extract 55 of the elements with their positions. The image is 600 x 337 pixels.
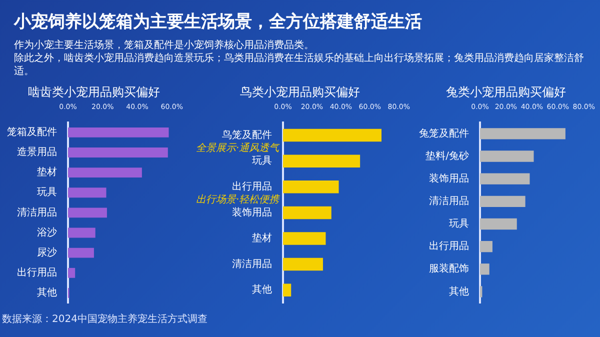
y-tick-label: 尿沙 bbox=[37, 246, 57, 258]
bar bbox=[283, 128, 382, 142]
y-tick-label: 装饰用品 bbox=[429, 172, 469, 184]
y-tick-label: 出行用品 bbox=[17, 266, 57, 278]
y-tick-label: 出行用品 bbox=[232, 180, 272, 192]
y-tick-label: 兔笼及配件 bbox=[419, 127, 469, 140]
y-tick-label: 装饰用品 bbox=[232, 206, 272, 218]
y-tick-label: 浴沙 bbox=[37, 226, 57, 238]
y-tick-label: 笼箱及配件 bbox=[7, 126, 57, 138]
bar bbox=[283, 258, 323, 271]
bar bbox=[480, 196, 526, 207]
y-tick-label: 其他 bbox=[252, 284, 272, 296]
bar bbox=[283, 154, 360, 168]
y-tick-label: 垫材 bbox=[252, 232, 272, 244]
chart-title: 鸟类小宠用品购买偏好 bbox=[239, 84, 361, 100]
bar bbox=[480, 173, 530, 184]
bar bbox=[480, 264, 490, 275]
source-note: 数据来源：2024中国宠物主养宠生活方式调查 bbox=[2, 312, 208, 326]
y-tick-label: 其他 bbox=[449, 285, 469, 298]
y-tick-label: 清洁用品 bbox=[232, 258, 272, 270]
bar bbox=[68, 268, 76, 278]
y-tick-label: 清洁用品 bbox=[17, 206, 57, 218]
text: 作为小宠主要生活场景，笼箱及配件是小宠饲养核心用品消费品类。 bbox=[14, 39, 315, 52]
bar bbox=[283, 180, 339, 194]
bar bbox=[68, 248, 94, 258]
y-tick-label: 其他 bbox=[37, 286, 57, 299]
y-tick-label: 鸟笼及配件 bbox=[222, 128, 272, 141]
y-tick-label: 出行用品 bbox=[429, 240, 469, 252]
chart-title: 啮齿类小宠用品购买偏好 bbox=[27, 84, 161, 100]
bar bbox=[480, 150, 534, 162]
bar bbox=[283, 206, 332, 220]
y-tick-label: 服装配饰 bbox=[429, 262, 469, 275]
text: 除此之外，啮齿类小宠用品消费趋向造景玩乐；鸟类用品消费在生活娱乐的基础上向出行场景拓展；兔类用品消费趋向居家整洁舒适。 bbox=[14, 52, 585, 78]
chart-title: 兔类小宠用品购买偏好 bbox=[445, 84, 567, 100]
y-tick-label: 垫料/兔砂 bbox=[426, 150, 469, 162]
bar bbox=[68, 127, 169, 138]
bar bbox=[480, 240, 492, 252]
bar bbox=[283, 232, 326, 245]
bar bbox=[68, 148, 168, 158]
bar bbox=[283, 284, 292, 296]
y-tick-label: 玩具 bbox=[252, 156, 272, 167]
bar bbox=[68, 188, 106, 198]
y-tick-label: 清洁用品 bbox=[429, 195, 469, 208]
bar bbox=[480, 128, 566, 140]
bar bbox=[68, 208, 107, 218]
y-tick-label: 玩具 bbox=[449, 218, 469, 230]
bar bbox=[68, 168, 142, 178]
y-tick-label: 玩具 bbox=[37, 187, 57, 198]
text: 小宠饲养以笼箱为主要生活场景，全方位搭建舒适生活 bbox=[14, 11, 423, 33]
bar bbox=[68, 228, 96, 238]
y-tick-label: 垫材 bbox=[37, 166, 57, 178]
text: 全景展示·通风透气 bbox=[196, 142, 280, 154]
y-tick-label: 造景用品 bbox=[17, 146, 57, 158]
text: 出行场景·轻松便携 bbox=[196, 193, 281, 206]
bar bbox=[480, 218, 517, 230]
